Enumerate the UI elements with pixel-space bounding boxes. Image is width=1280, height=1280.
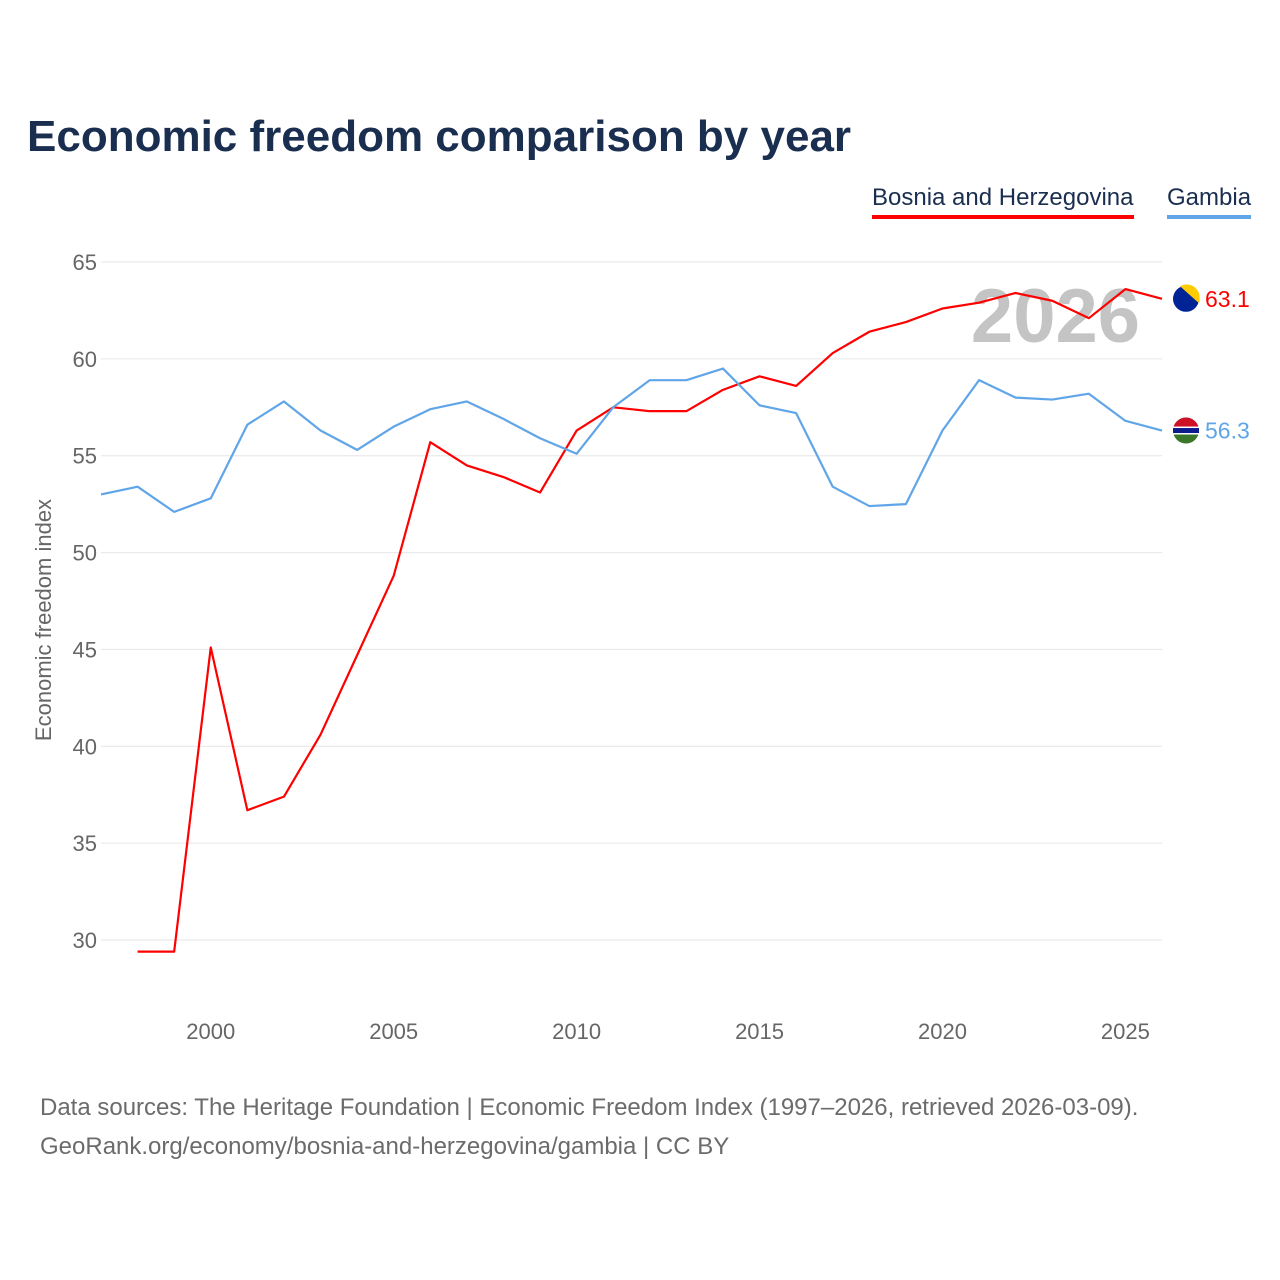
- series-line-gambia: [100, 367, 1163, 513]
- gambia-flag-blue: [1173, 428, 1199, 434]
- y-tick-label: 65: [73, 250, 97, 275]
- x-tick-label: 2000: [186, 1019, 235, 1044]
- y-tick-label: 60: [73, 347, 97, 372]
- legend-item-bosnia[interactable]: Bosnia and Herzegovina: [872, 184, 1134, 219]
- y-tick-label: 50: [73, 541, 97, 566]
- end-value-label: 56.3: [1205, 418, 1250, 444]
- bosnia-flag-triangle: [1180, 284, 1200, 303]
- x-tick-label: 2015: [735, 1019, 784, 1044]
- y-tick-label: 35: [73, 831, 97, 856]
- x-tick-label: 2025: [1101, 1019, 1150, 1044]
- y-tick-label: 30: [73, 928, 97, 953]
- x-tick-label: 2020: [918, 1019, 967, 1044]
- end-value-label: 63.1: [1205, 286, 1250, 312]
- year-watermark: 2026: [971, 274, 1140, 359]
- source-line: Data sources: The Heritage Foundation | …: [40, 1094, 1139, 1121]
- chart-title: Economic freedom comparison by year: [27, 112, 852, 161]
- attribution-line: GeoRank.org/economy/bosnia-and-herzegovi…: [40, 1133, 730, 1160]
- x-tick-label: 2010: [552, 1019, 601, 1044]
- series-line-bosnia: [137, 288, 1163, 953]
- x-tick-label: 2005: [369, 1019, 418, 1044]
- legend-item-gambia[interactable]: Gambia: [1167, 184, 1252, 219]
- y-tick-label: 45: [73, 637, 97, 662]
- y-axis-title: Economic freedom index: [31, 499, 56, 741]
- y-tick-label: 40: [73, 734, 97, 759]
- data-source-footer: Data sources: The Heritage Foundation | …: [40, 1088, 1138, 1166]
- y-tick-label: 55: [73, 444, 97, 469]
